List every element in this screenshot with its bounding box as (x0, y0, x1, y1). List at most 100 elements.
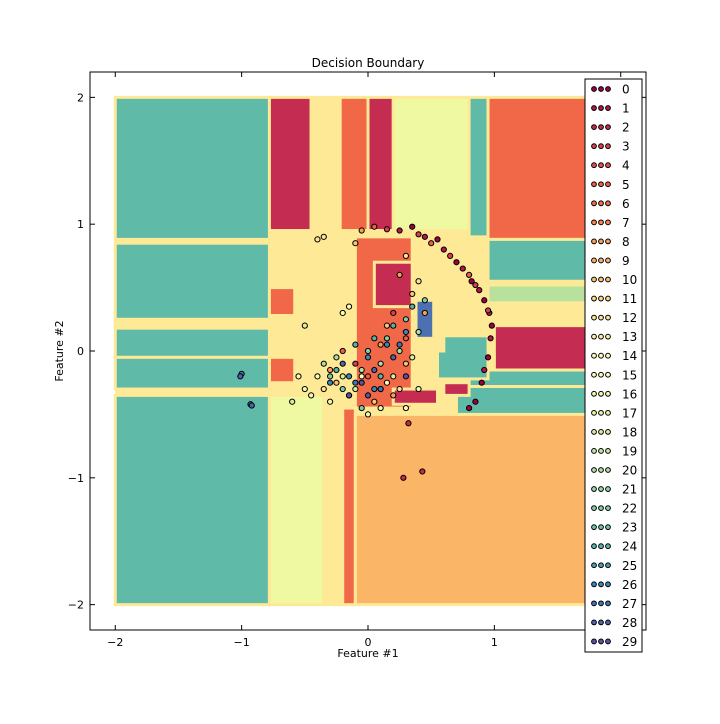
data-point (364, 347, 372, 355)
legend-marker (605, 390, 611, 397)
data-point (396, 385, 403, 393)
legend-label: 8 (622, 235, 630, 249)
data-point (487, 335, 494, 342)
legend-marker (591, 505, 597, 512)
legend-marker (598, 429, 604, 435)
legend-marker (591, 200, 597, 207)
data-point (364, 392, 372, 399)
legend-marker (598, 486, 604, 492)
data-point (484, 307, 492, 314)
data-point (326, 373, 334, 380)
data-point (409, 223, 416, 230)
data-point (326, 366, 334, 374)
data-point (339, 385, 346, 393)
legend-marker (598, 448, 604, 454)
legend-marker (591, 486, 597, 492)
legend-marker (605, 543, 611, 550)
legend-marker (605, 486, 611, 492)
data-point (237, 373, 244, 380)
data-point (383, 226, 391, 233)
data-point (472, 281, 479, 289)
data-point (371, 223, 378, 230)
legend-marker (598, 467, 604, 473)
data-point (301, 385, 308, 393)
legend-marker (591, 257, 597, 264)
data-point (345, 373, 353, 380)
data-point (377, 385, 384, 393)
y-tick-label: 2 (77, 91, 84, 104)
legend-marker (591, 409, 597, 416)
data-point (390, 322, 397, 329)
x-axis-label: Feature #1 (337, 647, 398, 660)
data-point (314, 373, 321, 380)
legend-label: 17 (622, 406, 637, 420)
data-point (326, 379, 334, 386)
decision-region (372, 260, 414, 309)
data-point (390, 309, 397, 317)
data-point (377, 373, 384, 380)
decision-region (267, 286, 297, 317)
legend-marker (591, 543, 597, 550)
x-tick-label: 0 (365, 636, 372, 649)
legend-label: 16 (622, 387, 637, 401)
legend-label: 4 (622, 159, 630, 173)
legend-marker (591, 467, 597, 473)
data-point (421, 297, 428, 304)
data-point (320, 385, 327, 393)
data-point (301, 322, 308, 329)
legend: 0123456789101112131415161718192021222324… (584, 78, 643, 653)
data-point (415, 385, 422, 393)
data-point (377, 341, 384, 348)
legend-marker (591, 371, 597, 378)
legend-marker (591, 295, 597, 302)
legend-label: 12 (622, 311, 637, 325)
data-point (352, 341, 359, 348)
data-point (421, 233, 428, 240)
decision-region (353, 412, 623, 607)
legend-marker (598, 619, 604, 626)
legend-label: 29 (622, 635, 637, 649)
x-tick-label: −1 (234, 636, 250, 649)
legend-marker (605, 200, 611, 207)
data-point (402, 252, 410, 259)
legend-marker (591, 524, 597, 531)
legend-marker (605, 86, 611, 92)
data-point (396, 347, 403, 355)
legend-marker (598, 124, 604, 130)
data-point (421, 309, 428, 317)
legend-marker (605, 276, 611, 283)
data-point (402, 328, 410, 336)
legend-label: 28 (622, 616, 637, 630)
legend-marker (605, 181, 611, 188)
data-point (396, 341, 403, 348)
scatter-points (237, 223, 495, 481)
data-point (320, 360, 327, 367)
data-point (314, 236, 321, 243)
legend-marker (598, 524, 604, 531)
data-point (339, 347, 346, 355)
legend-marker (605, 124, 611, 130)
data-point (409, 290, 416, 298)
legend-marker (598, 352, 604, 359)
data-point (383, 322, 391, 329)
legend-marker (598, 200, 604, 207)
legend-label: 27 (622, 597, 637, 611)
data-point (478, 379, 485, 386)
legend-label: 23 (622, 521, 637, 535)
data-point (364, 354, 372, 361)
data-point (390, 373, 397, 380)
legend-label: 1 (622, 102, 630, 116)
legend-marker (605, 352, 611, 359)
decision-regions (113, 95, 623, 607)
y-axis-label: Feature #2 (53, 320, 66, 381)
decision-region (442, 381, 471, 397)
legend-marker (598, 238, 604, 245)
legend-marker (605, 105, 611, 111)
data-point (383, 379, 391, 386)
data-point (383, 341, 391, 348)
legend-marker (605, 314, 611, 321)
data-point (481, 366, 488, 374)
legend-marker (598, 162, 604, 169)
data-point (333, 354, 340, 361)
legend-label: 15 (622, 368, 637, 382)
